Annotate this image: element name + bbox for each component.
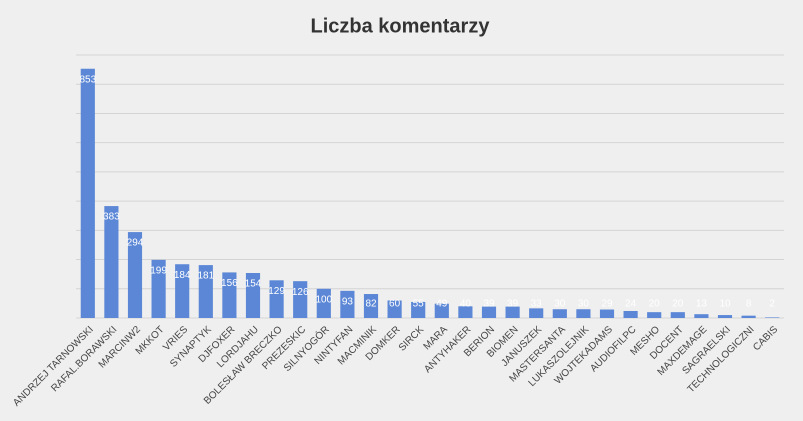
- data-label: 82: [365, 299, 377, 310]
- bar: [80, 68, 95, 319]
- bar: [434, 303, 449, 318]
- bar: [458, 306, 473, 318]
- bar: [104, 206, 119, 318]
- bar: [127, 232, 143, 318]
- bar: [411, 301, 426, 318]
- bar: [765, 317, 780, 318]
- bar: [222, 272, 237, 318]
- data-label: 60: [389, 299, 401, 310]
- data-label: 126: [292, 287, 309, 298]
- bar: [599, 309, 615, 318]
- data-label: 93: [342, 296, 354, 307]
- bar: [387, 300, 402, 318]
- data-label: 20: [672, 299, 684, 310]
- bar: [576, 309, 591, 318]
- data-label: 100: [315, 294, 332, 305]
- data-label: 184: [174, 270, 191, 281]
- data-label: 156: [221, 278, 238, 289]
- data-label: 20: [649, 299, 661, 310]
- data-label: 30: [554, 299, 566, 310]
- data-label: 39: [483, 299, 495, 310]
- bar: [741, 315, 756, 318]
- data-label: 181: [197, 271, 214, 282]
- bar: [151, 259, 166, 318]
- bar: [670, 312, 685, 318]
- data-label: 30: [578, 299, 590, 310]
- data-label: 55: [413, 299, 425, 310]
- bar: [363, 294, 379, 318]
- data-label: 33: [531, 299, 543, 310]
- bar: [316, 288, 331, 318]
- data-label: 13: [696, 299, 708, 310]
- bar: [694, 314, 709, 318]
- data-label: 199: [150, 265, 167, 276]
- data-label: 10: [719, 299, 731, 310]
- bar: [717, 315, 733, 318]
- bar: [529, 308, 544, 318]
- data-label: 2: [769, 299, 775, 310]
- bar: [269, 280, 284, 318]
- data-label: 383: [103, 212, 120, 223]
- bar: [647, 312, 662, 318]
- data-label: 29: [601, 299, 613, 310]
- data-label: 853: [79, 74, 96, 85]
- chart-title: Liczba komentarzy: [311, 15, 491, 37]
- x-tick-label: SIRCK: [397, 324, 427, 354]
- data-label: 294: [127, 238, 144, 249]
- bar: [340, 290, 355, 318]
- bar: [552, 309, 567, 318]
- data-label: 129: [268, 286, 285, 297]
- data-label: 49: [436, 299, 448, 310]
- bar: [481, 306, 497, 318]
- x-tick-label: CABIS: [751, 324, 780, 353]
- bar: [505, 306, 520, 318]
- data-label: 39: [507, 299, 519, 310]
- data-label: 154: [245, 279, 262, 290]
- bar: [198, 265, 213, 318]
- data-label: 8: [746, 299, 752, 310]
- bar: [623, 310, 638, 318]
- bar: [175, 264, 190, 318]
- data-label: 40: [460, 299, 472, 310]
- bar: [293, 281, 308, 318]
- data-label: 24: [625, 299, 637, 310]
- bar: [245, 272, 261, 318]
